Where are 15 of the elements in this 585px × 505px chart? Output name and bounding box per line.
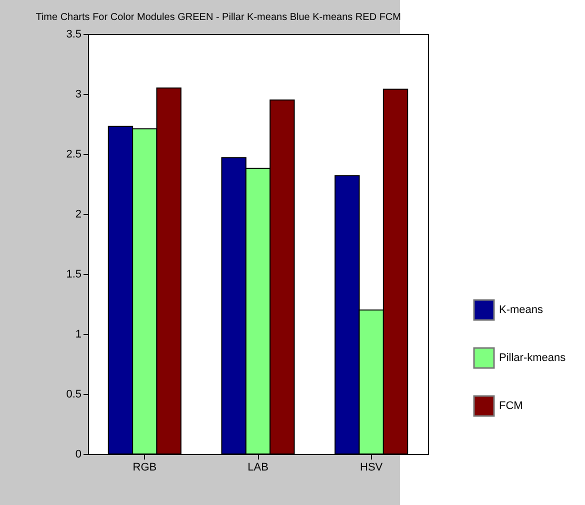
y-tick-label: 0.5 (66, 388, 82, 400)
y-tick-label: 3.5 (66, 28, 82, 40)
x-tick-label: HSV (360, 462, 384, 474)
y-tick-label: 0 (75, 448, 82, 460)
x-tick-label: LAB (248, 462, 268, 474)
y-tick-label: 1.5 (66, 268, 82, 280)
y-tick-label: 1 (75, 328, 82, 340)
legend-label: K-means (499, 304, 544, 316)
y-tick-label: 2 (75, 208, 82, 220)
x-tick-label: RGB (132, 462, 157, 474)
legend-label: FCM (499, 400, 523, 412)
legend-label: Pillar-kmeans (499, 352, 566, 364)
chart-title: Time Charts For Color Modules GREEN - Pillar K-means Blue K-means RED FCM (36, 12, 401, 23)
y-tick-label: 3 (75, 88, 82, 100)
y-tick-label: 2.5 (66, 148, 82, 160)
